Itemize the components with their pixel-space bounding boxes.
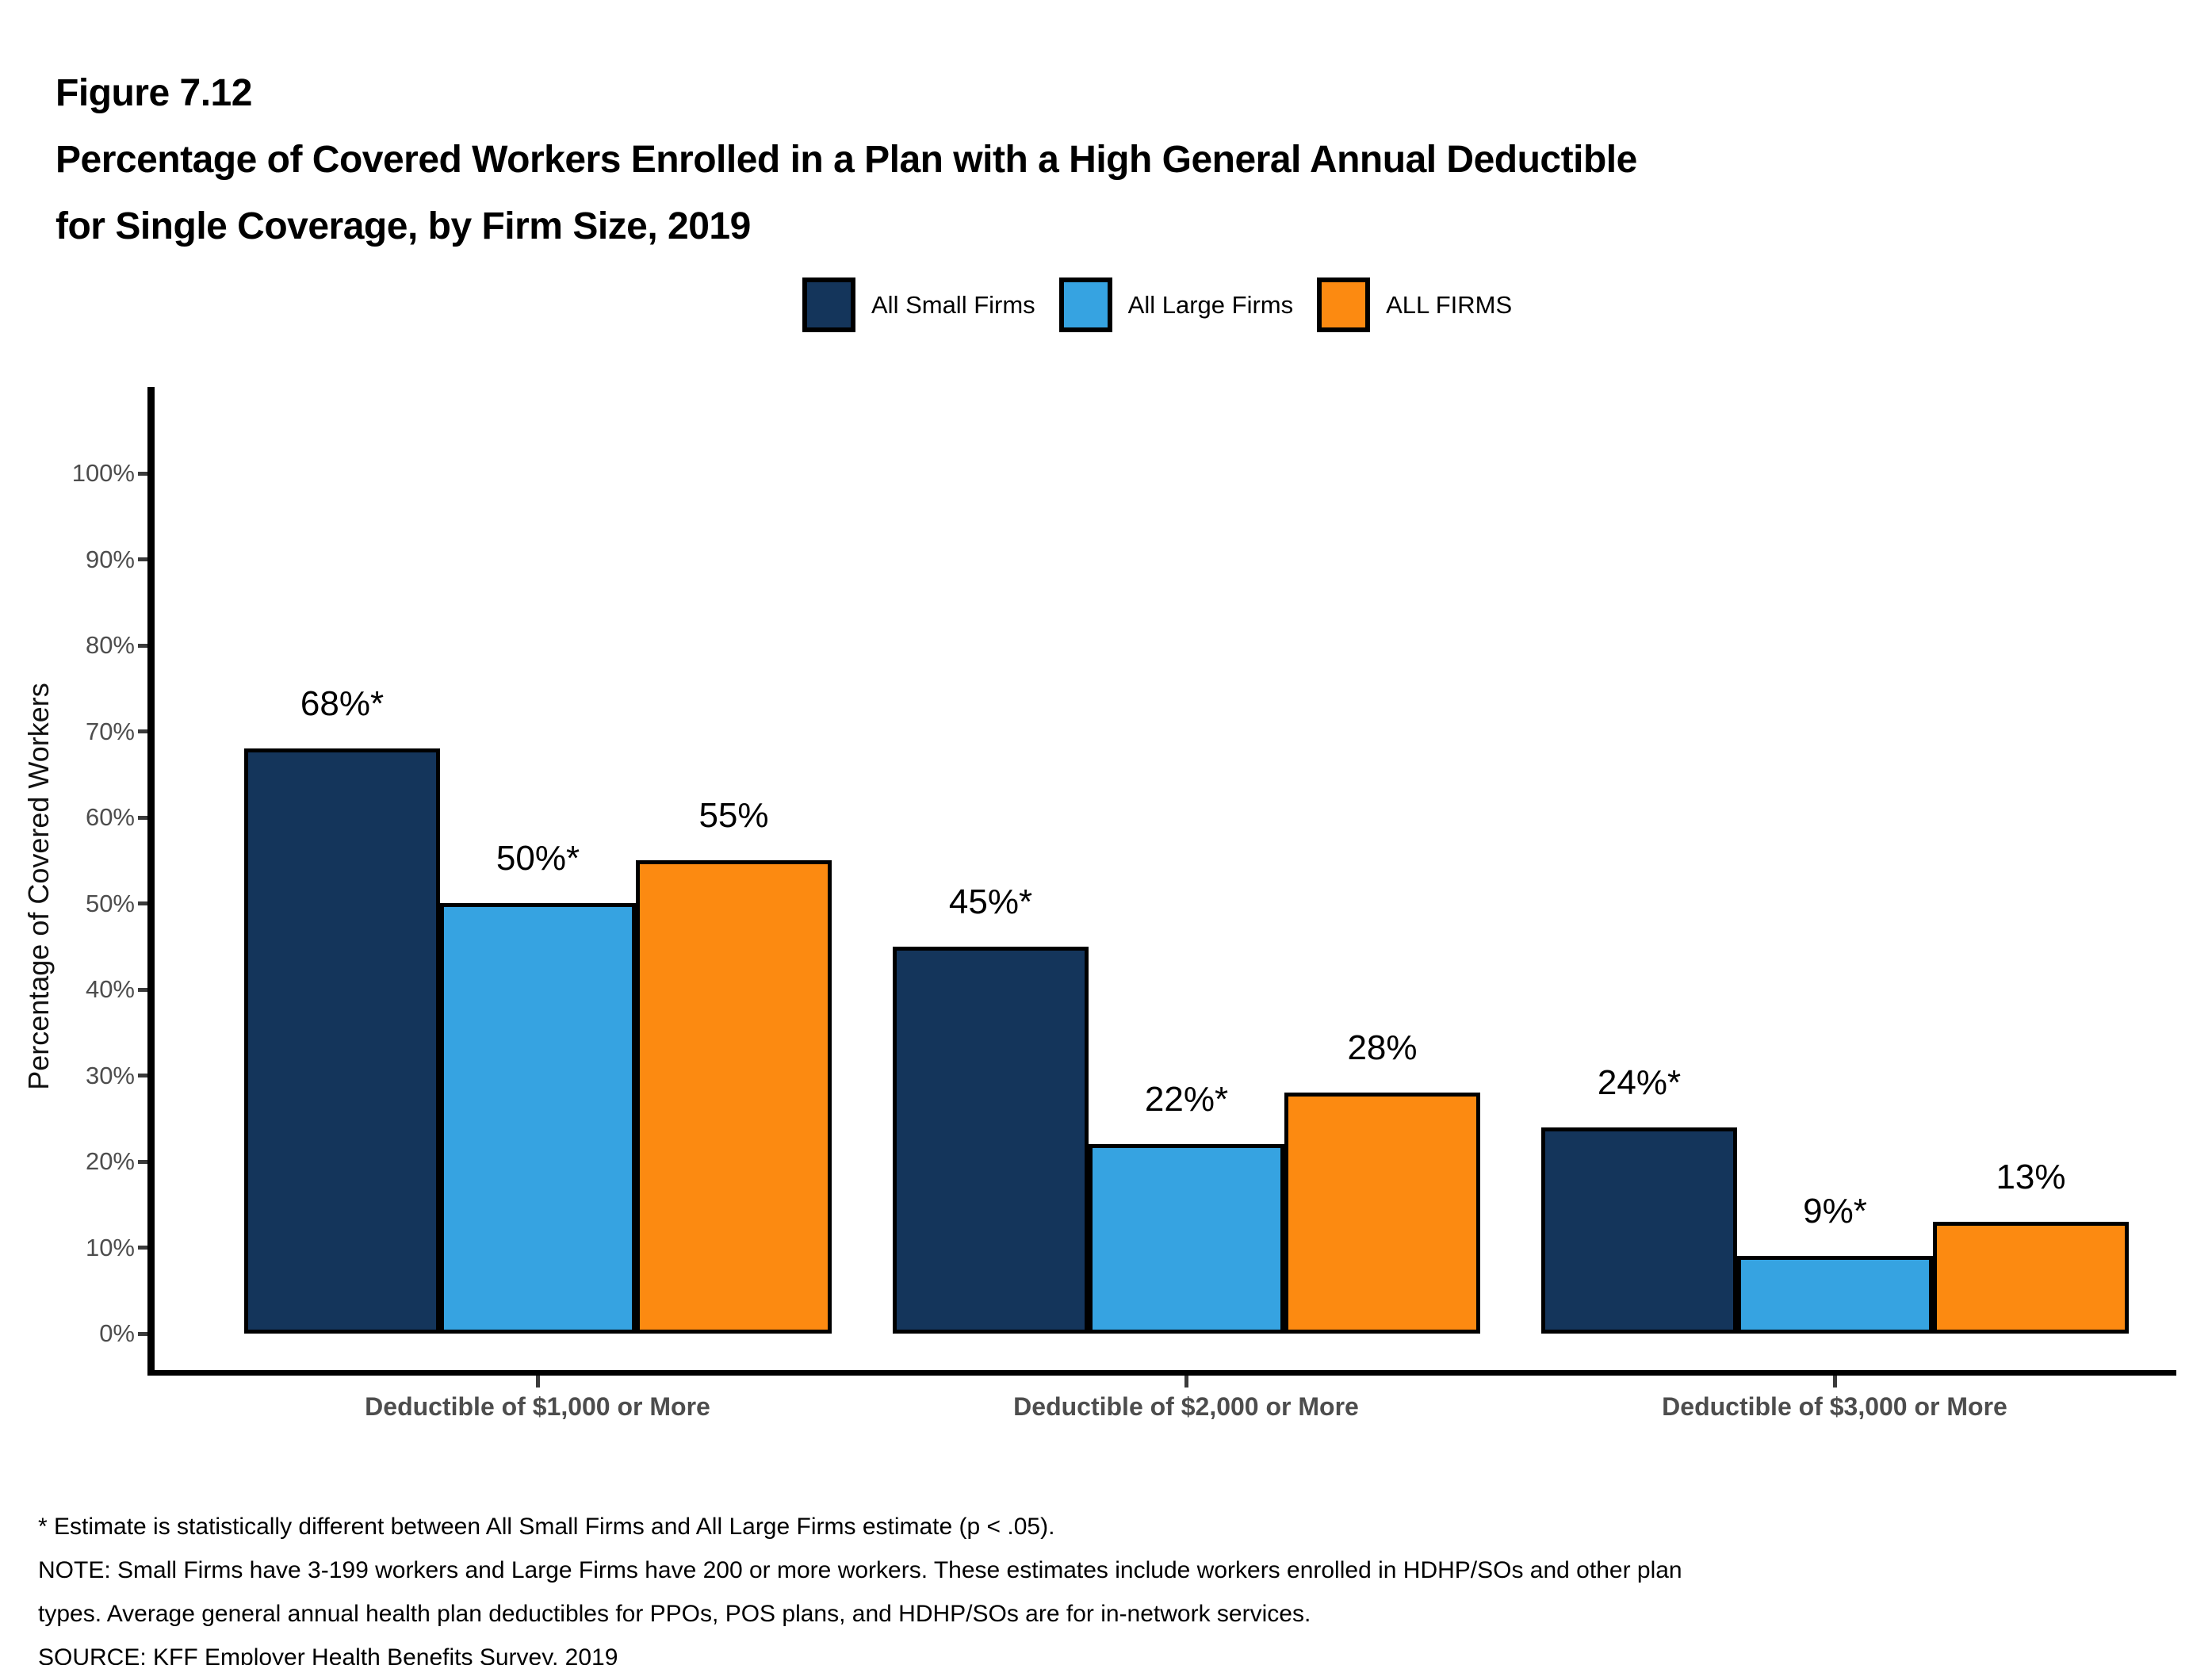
y-tick-mark <box>138 643 147 648</box>
y-tick-label: 30% <box>85 1061 135 1089</box>
legend: All Small Firms All Large Firms ALL FIRMS <box>802 278 1512 332</box>
legend-swatch-all-small-firms <box>802 278 855 332</box>
footnote-note-line-2: types. Average general annual health pla… <box>38 1601 1311 1627</box>
y-tick-label: 0% <box>99 1319 135 1347</box>
y-tick-mark <box>138 1246 147 1250</box>
y-tick-label: 80% <box>85 631 135 659</box>
bar-value-label: 55% <box>698 796 769 835</box>
bar-all-large-firms-category-1 <box>440 903 636 1334</box>
bar-value-label: 22%* <box>1144 1080 1229 1119</box>
y-tick-label: 10% <box>85 1233 135 1261</box>
y-tick-mark <box>138 987 147 992</box>
y-tick-mark <box>138 1331 147 1336</box>
bar-all-firms-category-2 <box>1284 1093 1480 1334</box>
x-tick-mark <box>1184 1376 1188 1388</box>
category-label-2: Deductible of $2,000 or More <box>1013 1392 1359 1421</box>
legend-item-1: All Small Firms <box>802 278 1035 332</box>
category-label-3: Deductible of $3,000 or More <box>1662 1392 2007 1421</box>
footnotes: * Estimate is statistically different be… <box>38 1505 1682 1665</box>
footnote-source: SOURCE: KFF Employer Health Benefits Sur… <box>38 1644 618 1665</box>
bar-value-label: 9%* <box>1803 1192 1867 1231</box>
y-tick-mark <box>138 729 147 733</box>
y-tick-mark <box>138 557 147 561</box>
y-tick-label: 60% <box>85 803 135 831</box>
x-tick-mark <box>1832 1376 1837 1388</box>
legend-label: All Small Firms <box>871 291 1035 319</box>
bar-value-label: 50%* <box>496 839 580 878</box>
legend-item-3: ALL FIRMS <box>1317 278 1512 332</box>
footnote-note-line-1: NOTE: Small Firms have 3-199 workers and… <box>38 1557 1682 1583</box>
bar-all-large-firms-category-2 <box>1089 1144 1284 1334</box>
legend-swatch-all-large-firms <box>1058 278 1112 332</box>
y-tick-mark <box>138 901 147 905</box>
bar-all-small-firms-category-3 <box>1541 1127 1737 1334</box>
chart-title-line-2: for Single Coverage, by Firm Size, 2019 <box>55 205 751 247</box>
bar-all-small-firms-category-1 <box>244 748 440 1334</box>
legend-label: ALL FIRMS <box>1386 291 1513 319</box>
y-tick-mark <box>138 815 147 820</box>
bar-value-label: 45%* <box>948 882 1033 921</box>
y-tick-label: 70% <box>85 717 135 745</box>
bar-value-label: 68%* <box>300 684 385 723</box>
bar-all-firms-category-1 <box>636 860 832 1334</box>
bar-all-large-firms-category-3 <box>1737 1256 1933 1334</box>
y-tick-label: 40% <box>85 975 135 1003</box>
footnote-asterisk: * Estimate is statistically different be… <box>38 1514 1055 1540</box>
y-tick-label: 50% <box>85 889 135 917</box>
figure-number: Figure 7.12 <box>55 72 252 114</box>
y-tick-mark <box>138 1074 147 1077</box>
y-tick-label: 100% <box>71 459 135 487</box>
y-tick-mark <box>138 471 147 476</box>
category-label-1: Deductible of $1,000 or More <box>365 1392 710 1421</box>
bar-all-small-firms-category-2 <box>893 947 1089 1334</box>
y-tick-label: 90% <box>85 545 135 573</box>
legend-swatch-all-firms <box>1317 278 1371 332</box>
y-axis-line <box>147 387 155 1376</box>
legend-item-2: All Large Firms <box>1058 278 1294 332</box>
bar-all-firms-category-3 <box>1933 1222 2129 1334</box>
legend-label: All Large Firms <box>1127 291 1294 319</box>
y-tick-label: 20% <box>85 1147 135 1175</box>
bar-value-label: 28% <box>1347 1028 1418 1067</box>
x-tick-mark <box>535 1376 540 1388</box>
x-axis-line <box>147 1370 2176 1376</box>
figure-header: Figure 7.12 Percentage of Covered Worker… <box>55 60 1637 260</box>
bar-value-label: 24%* <box>1597 1063 1682 1102</box>
chart-title-line-1: Percentage of Covered Workers Enrolled i… <box>55 139 1637 181</box>
y-tick-mark <box>138 1159 147 1164</box>
bar-value-label: 13% <box>1996 1158 2066 1196</box>
